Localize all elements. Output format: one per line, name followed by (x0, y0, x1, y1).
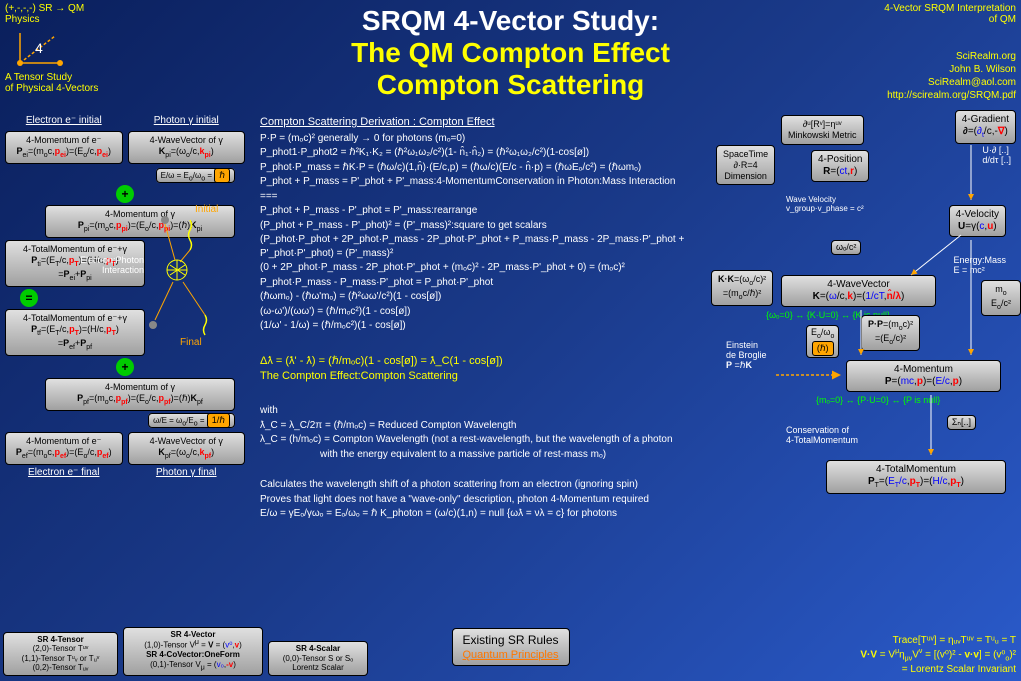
electron-final-box: 4-Momentum of e⁻Pef=(moc,pef)=(Eo/c,pef) (5, 432, 123, 465)
sr-tensor-box: SR 4-Tensor(2,0)-Tensor Tᵘᵛ(1,1)-Tensor … (3, 632, 118, 676)
svg-text:Initial: Initial (195, 204, 218, 215)
velocity-box: 4-VelocityU=γ(c,u) (949, 205, 1006, 237)
eo-omega-box: Eo/ωo(ℏ) (806, 325, 839, 358)
derivation-column: Compton Scattering Derivation : Compton … (250, 115, 711, 631)
compton-result: Δƛ = (ƛ' - ƛ) = (ℏ/mₒc)(1 - cos[ø]) = ƛ_… (260, 354, 701, 384)
electron-initial-header: Electron e⁻ initial (5, 115, 123, 126)
e-omega-box: E/ω = Eo/ωo = ℏ (156, 168, 235, 183)
mo-eoc-box: moEo/c² (981, 280, 1021, 316)
interpretation-label: 4-Vector SRQM Interpretationof QM (884, 3, 1016, 25)
einstein-label: Einsteinde BroglieP =ℏK (726, 340, 767, 371)
author-info: SciRealm.org John B. Wilson SciRealm@aol… (887, 50, 1016, 102)
conservation-label: Conservation of4-TotalMomentum (786, 425, 858, 445)
total-momentum-box: 4-TotalMomentumPT=(ET/c,pT)=(H/c,pT) (826, 460, 1006, 494)
photon-momentum-final: 4-Momentum of γPpf=(moc,ppf)=(Eo/c,ppf)=… (45, 378, 235, 411)
svg-text:Final: Final (180, 337, 202, 348)
tensor-study-label: A Tensor Studyof Physical 4-Vectors (5, 72, 98, 94)
right-diagram: ∂ᵘ[Rᵛ]=ηᵘᵛMinkowski Metric SpaceTime∂·R=… (711, 115, 1021, 631)
total-momentum-final: 4-TotalMomentum of e⁻+γPtf=(ET/c,pT)=(H/… (5, 309, 145, 356)
photon-final-box: 4-WaveVector of γKpf=(ωo/c,kpf) (128, 432, 246, 465)
pp-box: P·P=(moc)²=(Eo/c)² (861, 315, 920, 351)
left-column: Electron e⁻ initial Photon γ initial 4-M… (0, 115, 250, 631)
spacetime-box: SpaceTime∂·R=4Dimension (716, 145, 775, 185)
sigma-box: Σₙ[..] (947, 415, 976, 430)
wave-velocity-label: Wave Velocityv_group·v_phase = c² (786, 195, 864, 213)
kk-box: K·K=(ωo/c)²=(moc/ℏ)² (711, 270, 773, 306)
udot-label: U·∂ [..]d/dτ [..] (982, 145, 1011, 165)
page-title: SRQM 4-Vector Study: The QM Compton Effe… (0, 0, 1021, 111)
wavevector-box: 4-WaveVectorK=(ω/c,k)=(1/cT,n̂/λ) (781, 275, 936, 307)
sr-scalar-box: SR 4-Scalar(0,0)-Tensor S or SₒLorentz S… (268, 641, 368, 676)
existing-rules-box: Existing SR Rules Quantum Principles (451, 628, 569, 666)
tensor-icon: 4 (15, 28, 65, 68)
svg-text:4: 4 (35, 40, 43, 56)
gradient-box: 4-Gradient∂=(∂t/c,-∇) (955, 110, 1016, 144)
electron-initial-box: 4-Momentum of e⁻Pei=(moc,pei)=(Eo/c,pei) (5, 131, 123, 164)
photon-final-header: Photon γ final (128, 467, 246, 478)
sr-vector-box: SR 4-Vector(1,0)-Tensor Vμ = V = (v⁰,v)S… (123, 627, 263, 676)
plus-op-2: + (116, 358, 134, 376)
position-box: 4-PositionR=(ct,r) (811, 150, 869, 182)
photon-initial-header: Photon γ initial (128, 115, 246, 126)
interaction-diagram: Initial Final Electron:PhotonInteraction (135, 200, 235, 350)
momentum-box: 4-MomentumP=(mc,p)=(E/c,p) (846, 360, 1001, 392)
energy-mass-label: Energy:MassE = mc² (953, 255, 1006, 275)
trace-formula: Trace[Tᵘᵛ] = ηᵤᵥTᵘᵛ = Tᵘᵤ = T V·V = Vμημ… (860, 634, 1016, 676)
photon-initial-box: 4-WaveVector of γKpi=(ωo/c,kpi) (128, 131, 246, 164)
p-null-label: {mₒ=0} ↔ {P·U=0} ↔ {P is null} (816, 395, 940, 405)
physics-notation: (+,-,-,-) SR → QMPhysics (5, 3, 84, 25)
equals-op: = (20, 289, 38, 307)
minkowski-box: ∂ᵘ[Rᵛ]=ηᵘᵛMinkowski Metric (781, 115, 864, 145)
omega-e-box: ω/E = ωo/Eo = 1/ℏ (148, 413, 235, 428)
electron-final-header: Electron e⁻ final (5, 467, 123, 478)
omega-c-box: ωₒ/c² (831, 240, 861, 255)
plus-op-1: + (116, 185, 134, 203)
